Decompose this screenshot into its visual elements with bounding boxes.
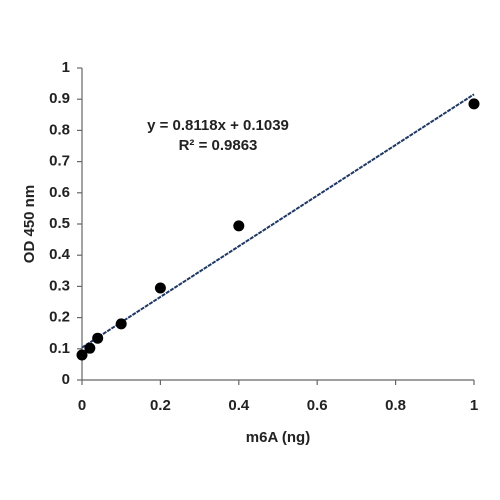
data-point (154, 282, 166, 294)
y-tick-label: 0.8 (49, 121, 70, 138)
x-axis-label: m6A (ng) (246, 429, 310, 446)
data-point (84, 342, 96, 354)
y-tick-label: 0.6 (49, 184, 70, 201)
y-tick-label: 0.7 (49, 153, 70, 170)
y-tick-label: 0.1 (49, 340, 70, 357)
data-point (115, 318, 127, 330)
x-tick-label: 0 (78, 397, 86, 414)
data-point (233, 220, 245, 232)
y-tick-label: 0.9 (49, 90, 70, 107)
data-point (76, 349, 88, 361)
trend-r-squared: R² = 0.9863 (179, 137, 258, 154)
y-tick-label: 0.5 (49, 215, 70, 232)
y-tick-label: 0.4 (49, 246, 71, 263)
y-tick-label: 1 (62, 59, 70, 76)
x-tick-label: 0.8 (385, 397, 406, 414)
trend-equation: y = 0.8118x + 0.1039 (147, 117, 289, 134)
data-point (468, 98, 480, 110)
y-tick-label: 0.2 (49, 309, 70, 326)
x-tick-label: 0.6 (307, 397, 328, 414)
x-tick-label: 0.4 (228, 397, 250, 414)
y-tick-label: 0 (62, 371, 70, 388)
y-tick-label: 0.3 (49, 277, 70, 294)
x-tick-label: 0.2 (150, 397, 171, 414)
trendline (81, 93, 475, 349)
y-axis-label: OD 450 nm (21, 185, 38, 263)
data-point (92, 332, 104, 344)
x-tick-label: 1 (470, 397, 478, 414)
